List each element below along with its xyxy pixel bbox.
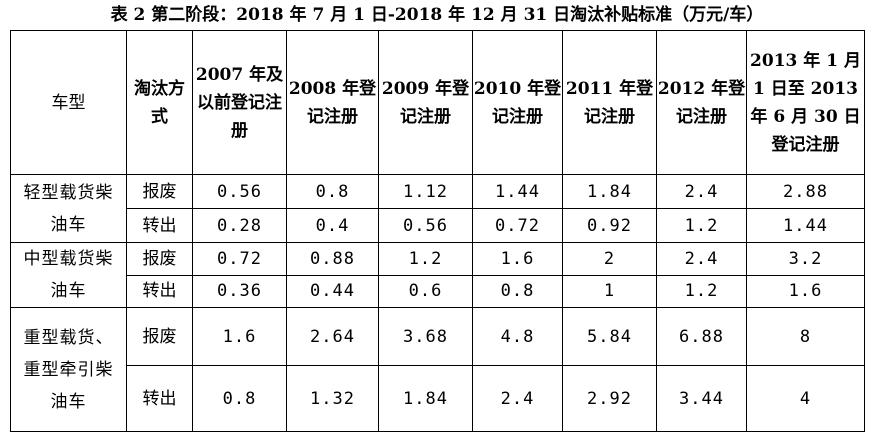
value-cell: 2.92 <box>562 365 657 432</box>
value-cell: 0.36 <box>192 274 287 308</box>
mode-cell: 报废 <box>126 307 193 366</box>
mode-cell: 转出 <box>126 274 193 308</box>
value-cell: 2.88 <box>746 174 865 209</box>
header-year-2009: 2009 年登记注册 <box>378 30 473 175</box>
value-cell: 2.4 <box>656 242 747 276</box>
mode-cell: 报废 <box>126 242 193 276</box>
table-row: 重型载货、重型牵引柴油车 报废 1.6 2.64 3.68 4.8 5.84 6… <box>10 307 865 432</box>
value-cell: 5.84 <box>562 307 657 366</box>
mode-cell: 转出 <box>126 365 193 432</box>
value-cell: 1.6 <box>192 307 287 366</box>
value-cell: 0.72 <box>472 208 563 243</box>
vehicle-type-heavy: 重型载货、重型牵引柴油车 <box>10 307 127 432</box>
value-cell: 0.8 <box>472 274 563 308</box>
value-cell: 3.44 <box>656 365 747 432</box>
table-row: 转出 0.36 0.44 0.6 0.8 1 1.2 1.6 <box>11 274 865 308</box>
table-row: 轻型载货柴油车 报废 0.56 0.8 1.12 1.44 1.84 2.4 2… <box>10 174 865 243</box>
value-cell: 0.8 <box>192 365 287 432</box>
value-cell: 2.4 <box>472 365 563 432</box>
vehicle-type-medium: 中型载货柴油车 <box>10 242 127 308</box>
value-cell: 0.56 <box>378 208 473 243</box>
table-row: 转出 0.8 1.32 1.84 2.4 2.92 3.44 4 <box>11 365 865 432</box>
value-cell: 1 <box>562 274 657 308</box>
value-cell: 0.4 <box>286 208 379 243</box>
value-cell: 2.4 <box>656 174 747 209</box>
vehicle-type-light: 轻型载货柴油车 <box>10 174 127 243</box>
value-cell: 0.8 <box>286 174 379 209</box>
header-mode: 淘汰方式 <box>126 30 193 175</box>
value-cell: 0.72 <box>192 242 287 276</box>
header-year-2008: 2008 年登记注册 <box>286 30 379 175</box>
value-cell: 3.68 <box>378 307 473 366</box>
value-cell: 0.44 <box>286 274 379 308</box>
header-year-2007: 2007 年及以前登记注册 <box>192 30 287 175</box>
table-row: 转出 0.28 0.4 0.56 0.72 0.92 1.2 1.44 <box>11 208 865 243</box>
value-cell: 3.2 <box>746 242 865 276</box>
header-year-2010: 2010 年登记注册 <box>472 30 563 175</box>
value-cell: 2.64 <box>286 307 379 366</box>
value-cell: 0.92 <box>562 208 657 243</box>
value-cell: 0.56 <box>192 174 287 209</box>
value-cell: 1.2 <box>656 208 747 243</box>
value-cell: 1.6 <box>472 242 563 276</box>
header-year-2013: 2013 年 1 月 1 日至 2013 年 6 月 30 日登记注册 <box>746 30 865 175</box>
value-cell: 0.28 <box>192 208 287 243</box>
table-caption: 表 2 第二阶段：2018 年 7 月 1 日-2018 年 12 月 31 日… <box>110 5 764 25</box>
value-cell: 1.12 <box>378 174 473 209</box>
value-cell: 1.84 <box>378 365 473 432</box>
mode-cell: 转出 <box>126 208 193 243</box>
mode-cell: 报废 <box>126 174 193 209</box>
value-cell: 4.8 <box>472 307 563 366</box>
value-cell: 1.2 <box>656 274 747 308</box>
header-vehicle-type: 车型 <box>10 30 127 175</box>
table-row: 中型载货柴油车 报废 0.72 0.88 1.2 1.6 2 2.4 3.2 <box>10 242 865 308</box>
subsidy-table: 车型 淘汰方式 2007 年及以前登记注册 2008 年登记注册 2009 年登… <box>10 30 865 432</box>
value-cell: 0.88 <box>286 242 379 276</box>
value-cell: 1.32 <box>286 365 379 432</box>
value-cell: 4 <box>746 365 865 432</box>
value-cell: 1.2 <box>378 242 473 276</box>
header-year-2012: 2012 年登记注册 <box>656 30 747 175</box>
value-cell: 6.88 <box>656 307 747 366</box>
value-cell: 8 <box>746 307 865 366</box>
value-cell: 1.6 <box>746 274 865 308</box>
header-row: 车型 淘汰方式 2007 年及以前登记注册 2008 年登记注册 2009 年登… <box>10 30 865 175</box>
value-cell: 0.6 <box>378 274 473 308</box>
value-cell: 2 <box>562 242 657 276</box>
value-cell: 1.44 <box>472 174 563 209</box>
value-cell: 1.44 <box>746 208 865 243</box>
value-cell: 1.84 <box>562 174 657 209</box>
header-year-2011: 2011 年登记注册 <box>562 30 657 175</box>
